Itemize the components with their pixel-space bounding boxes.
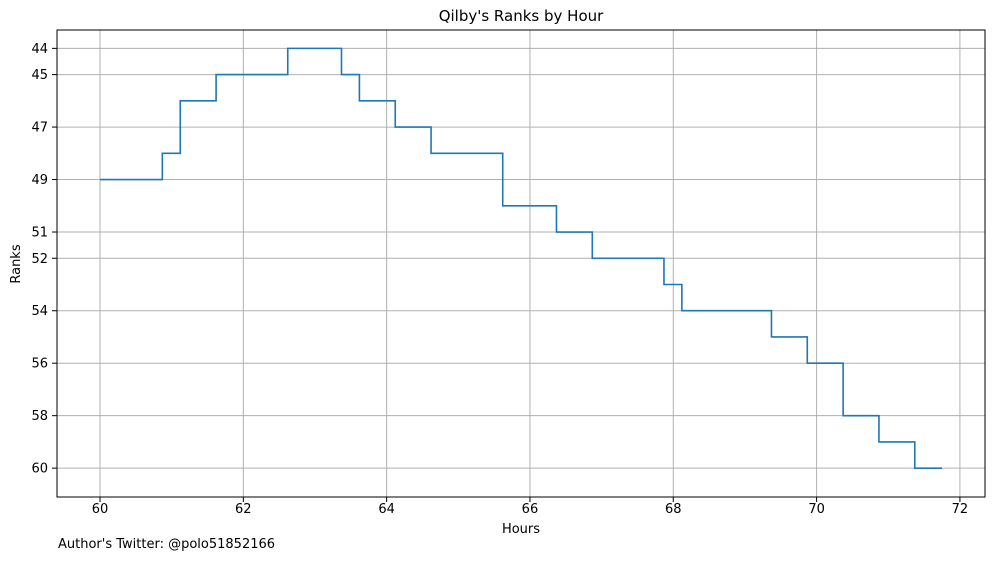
rank-data-point-7 bbox=[393, 125, 397, 129]
y-tick-label-47: 47 bbox=[31, 121, 48, 136]
rank-data-point-15 bbox=[805, 361, 809, 365]
rank-data-point-1 bbox=[160, 151, 164, 155]
x-tick-label-72: 72 bbox=[952, 502, 969, 517]
y-axis-label: Ranks bbox=[9, 244, 24, 283]
rank-data-point-2 bbox=[178, 99, 182, 103]
y-tick-label-45: 45 bbox=[31, 68, 48, 83]
rank-data-point-6 bbox=[357, 99, 361, 103]
rank-data-point-8 bbox=[429, 151, 433, 155]
y-tick-label-51: 51 bbox=[31, 226, 48, 241]
x-tick-label-70: 70 bbox=[808, 502, 825, 517]
rank-data-point-3 bbox=[214, 73, 218, 77]
rank-data-point-14 bbox=[769, 335, 773, 339]
x-tick-label-66: 66 bbox=[522, 502, 539, 517]
y-tick-label-49: 49 bbox=[31, 173, 48, 188]
rank-data-point-9 bbox=[501, 204, 505, 208]
rank-data-point-16 bbox=[841, 414, 845, 418]
y-tick-label-58: 58 bbox=[31, 409, 48, 424]
rank-data-point-17 bbox=[877, 440, 881, 444]
y-tick-label-52: 52 bbox=[31, 252, 48, 267]
rank-step-line bbox=[99, 47, 943, 469]
x-tick-label-68: 68 bbox=[665, 502, 682, 517]
y-tick-label-56: 56 bbox=[31, 357, 48, 372]
rank-data-point-5 bbox=[339, 73, 343, 77]
rank-data-point-0 bbox=[98, 178, 102, 182]
rank-data-point-11 bbox=[590, 256, 594, 260]
series-layer bbox=[98, 46, 944, 470]
rank-data-point-18 bbox=[913, 466, 917, 470]
rank-data-point-10 bbox=[554, 230, 558, 234]
chart-title: Qilby's Ranks by Hour bbox=[439, 7, 604, 25]
author-twitter-note: Author's Twitter: @polo51852166 bbox=[58, 537, 276, 552]
x-axis-label: Hours bbox=[502, 522, 540, 537]
rank-data-point-12 bbox=[662, 282, 666, 286]
grid-layer bbox=[57, 30, 985, 497]
rank-data-point-4 bbox=[286, 46, 290, 50]
axis-layer: 60 62 64 66 68 70 72 44 45 47 49 51 52 54 56 58 60 bbox=[31, 29, 986, 517]
x-tick-label-62: 62 bbox=[235, 502, 252, 517]
plot-frame bbox=[56, 29, 986, 498]
y-tick-label-44: 44 bbox=[31, 42, 48, 57]
rank-data-point-19 bbox=[940, 466, 944, 470]
rank-data-point-13 bbox=[680, 309, 684, 313]
y-tick-label-54: 54 bbox=[31, 304, 48, 319]
x-tick-label-64: 64 bbox=[378, 502, 395, 517]
x-tick-label-60: 60 bbox=[92, 502, 109, 517]
y-tick-label-60: 60 bbox=[31, 462, 48, 477]
